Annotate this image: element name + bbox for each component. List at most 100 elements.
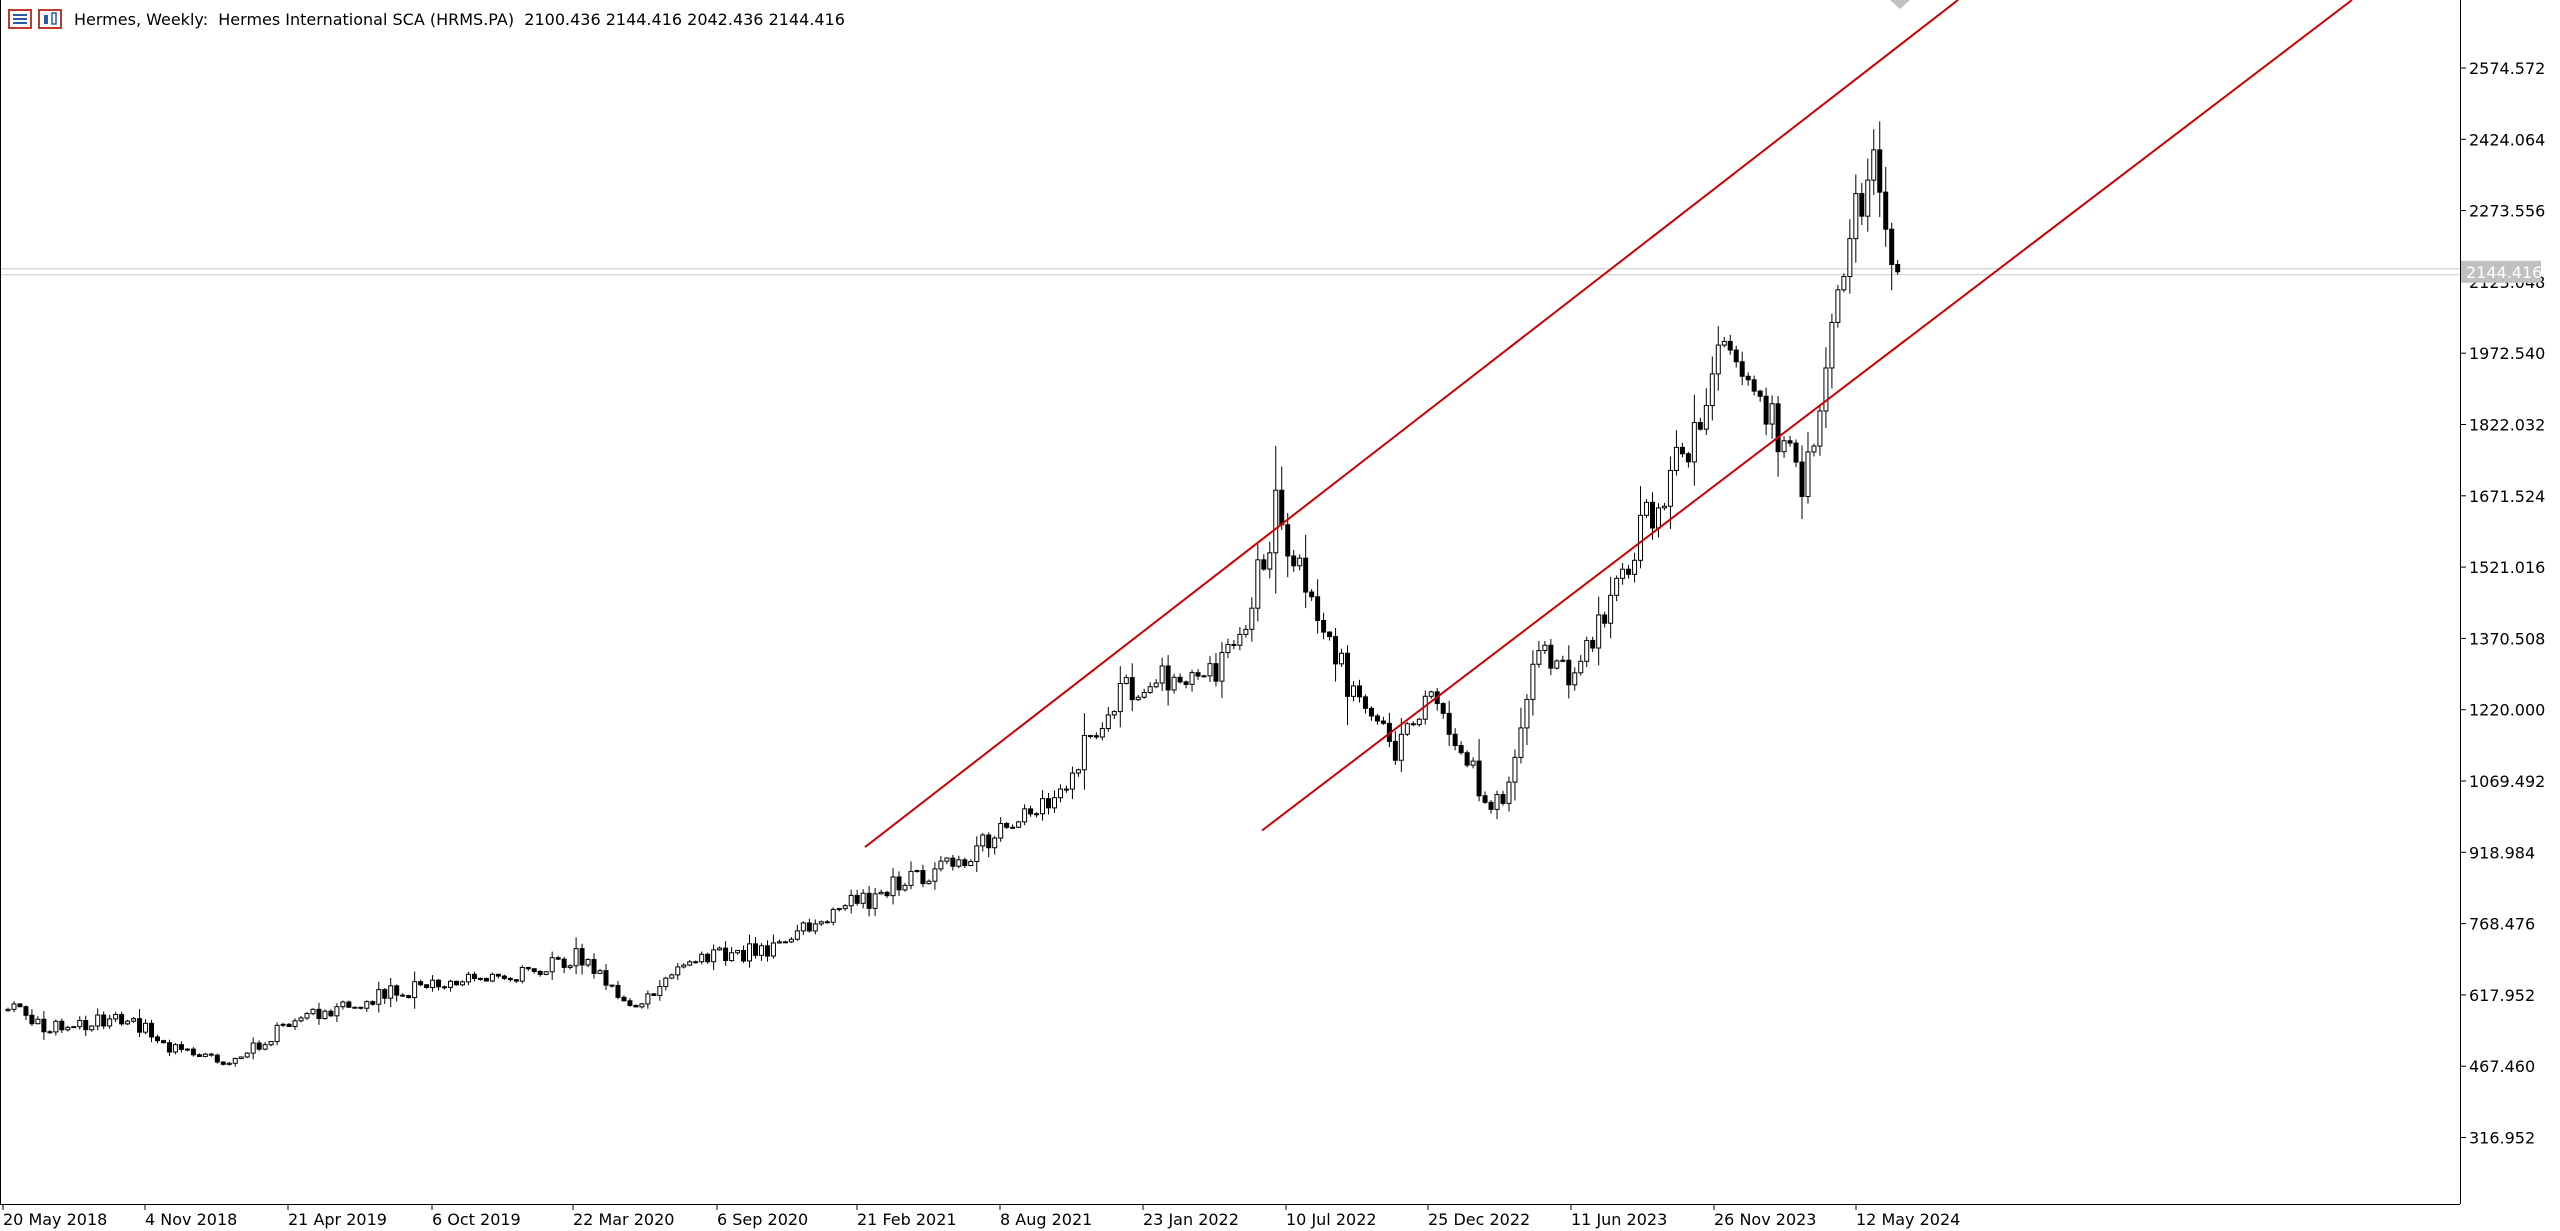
candle xyxy=(645,990,651,1009)
candle-body xyxy=(872,893,878,909)
candle xyxy=(310,1008,316,1016)
channel-layer[interactable] xyxy=(864,0,2353,848)
chart-list-icon[interactable] xyxy=(8,9,32,29)
candle-body xyxy=(794,930,800,940)
candle-body xyxy=(962,859,968,867)
candle-body xyxy=(1751,379,1757,392)
candle-body xyxy=(131,1018,137,1022)
candle-body xyxy=(663,977,669,988)
candle xyxy=(1207,656,1213,683)
candle-body xyxy=(1075,769,1081,774)
candle-body xyxy=(1303,557,1309,593)
candle xyxy=(1117,666,1123,728)
candle xyxy=(1004,821,1010,830)
symbol-timeframe: Hermes, Weekly: xyxy=(74,9,209,29)
candle-body xyxy=(615,984,621,998)
candle-body xyxy=(525,966,531,970)
candle xyxy=(471,971,477,982)
candle-body xyxy=(1440,703,1446,714)
candle xyxy=(1356,679,1362,703)
chart-type-icon[interactable] xyxy=(38,9,62,29)
candle xyxy=(1087,734,1093,739)
candle xyxy=(1046,792,1052,815)
candle-body xyxy=(400,994,406,997)
candle xyxy=(1129,663,1135,712)
candle-body xyxy=(770,942,776,957)
x-tick-label: 8 Aug 2021 xyxy=(1000,1210,1092,1229)
candle-body xyxy=(1213,663,1219,682)
candle xyxy=(938,855,944,872)
candle-body xyxy=(1207,663,1213,677)
candle-body xyxy=(818,921,824,925)
candle-body xyxy=(352,1006,358,1009)
candle xyxy=(1040,790,1046,821)
y-tick-label: 1370.508 xyxy=(2469,629,2545,648)
candle xyxy=(788,937,794,944)
candle xyxy=(1829,313,1835,389)
candle xyxy=(442,985,448,990)
candle-body xyxy=(1392,740,1398,761)
candle xyxy=(1165,655,1171,706)
candle xyxy=(699,951,705,965)
candle xyxy=(1111,710,1117,720)
candle-body xyxy=(1721,340,1727,346)
candle xyxy=(1069,766,1075,799)
candle-body xyxy=(1458,745,1464,754)
candle xyxy=(1721,336,1727,348)
candle xyxy=(1440,701,1446,719)
candle xyxy=(1548,638,1554,676)
candle xyxy=(1512,749,1518,801)
candle-body xyxy=(1153,682,1159,688)
candle-body xyxy=(651,993,657,996)
candle-body xyxy=(1321,619,1327,633)
candle xyxy=(483,977,489,982)
candle xyxy=(1028,805,1034,817)
y-tick-label: 1972.540 xyxy=(2469,344,2545,363)
candle-body xyxy=(1883,191,1889,230)
candle xyxy=(202,1052,208,1058)
candle-body xyxy=(1380,720,1386,724)
candle xyxy=(1105,707,1111,732)
x-tick-label: 26 Nov 2023 xyxy=(1714,1210,1816,1229)
candle xyxy=(400,993,406,997)
candle xyxy=(657,980,663,1001)
candle xyxy=(932,862,938,890)
candle xyxy=(872,887,878,916)
chart-shift-marker-icon[interactable] xyxy=(1890,0,1910,9)
candle-body xyxy=(256,1042,262,1050)
candle xyxy=(537,970,543,977)
candle-body xyxy=(83,1020,89,1031)
candle-body xyxy=(226,1062,232,1065)
candle-body xyxy=(890,876,896,897)
candle xyxy=(890,868,896,905)
candle-body xyxy=(298,1017,304,1022)
candle-body xyxy=(1333,636,1339,665)
candle xyxy=(1351,680,1356,702)
candle xyxy=(1626,564,1632,579)
candle-body xyxy=(1709,373,1715,407)
candle xyxy=(29,1009,35,1026)
candle xyxy=(1781,436,1787,458)
candle-body xyxy=(878,891,884,895)
candle xyxy=(1237,627,1243,651)
x-tick-label: 23 Jan 2022 xyxy=(1143,1210,1239,1229)
candle xyxy=(555,955,561,961)
candle xyxy=(1189,669,1195,692)
candle-body xyxy=(59,1020,65,1031)
y-tick-label: 467.460 xyxy=(2469,1057,2535,1076)
candle-body xyxy=(531,968,537,972)
candle xyxy=(633,1004,639,1008)
candle xyxy=(782,940,788,944)
candle-body xyxy=(1775,403,1781,453)
y-tick-label: 768.476 xyxy=(2469,915,2535,934)
candle xyxy=(418,979,424,987)
candle-body xyxy=(1362,696,1368,709)
candle-body xyxy=(1351,685,1356,697)
candle-body xyxy=(442,986,448,989)
candle-body xyxy=(1608,594,1614,624)
candle-body xyxy=(729,952,735,962)
candle-body xyxy=(1626,568,1632,575)
candle xyxy=(119,1011,125,1026)
